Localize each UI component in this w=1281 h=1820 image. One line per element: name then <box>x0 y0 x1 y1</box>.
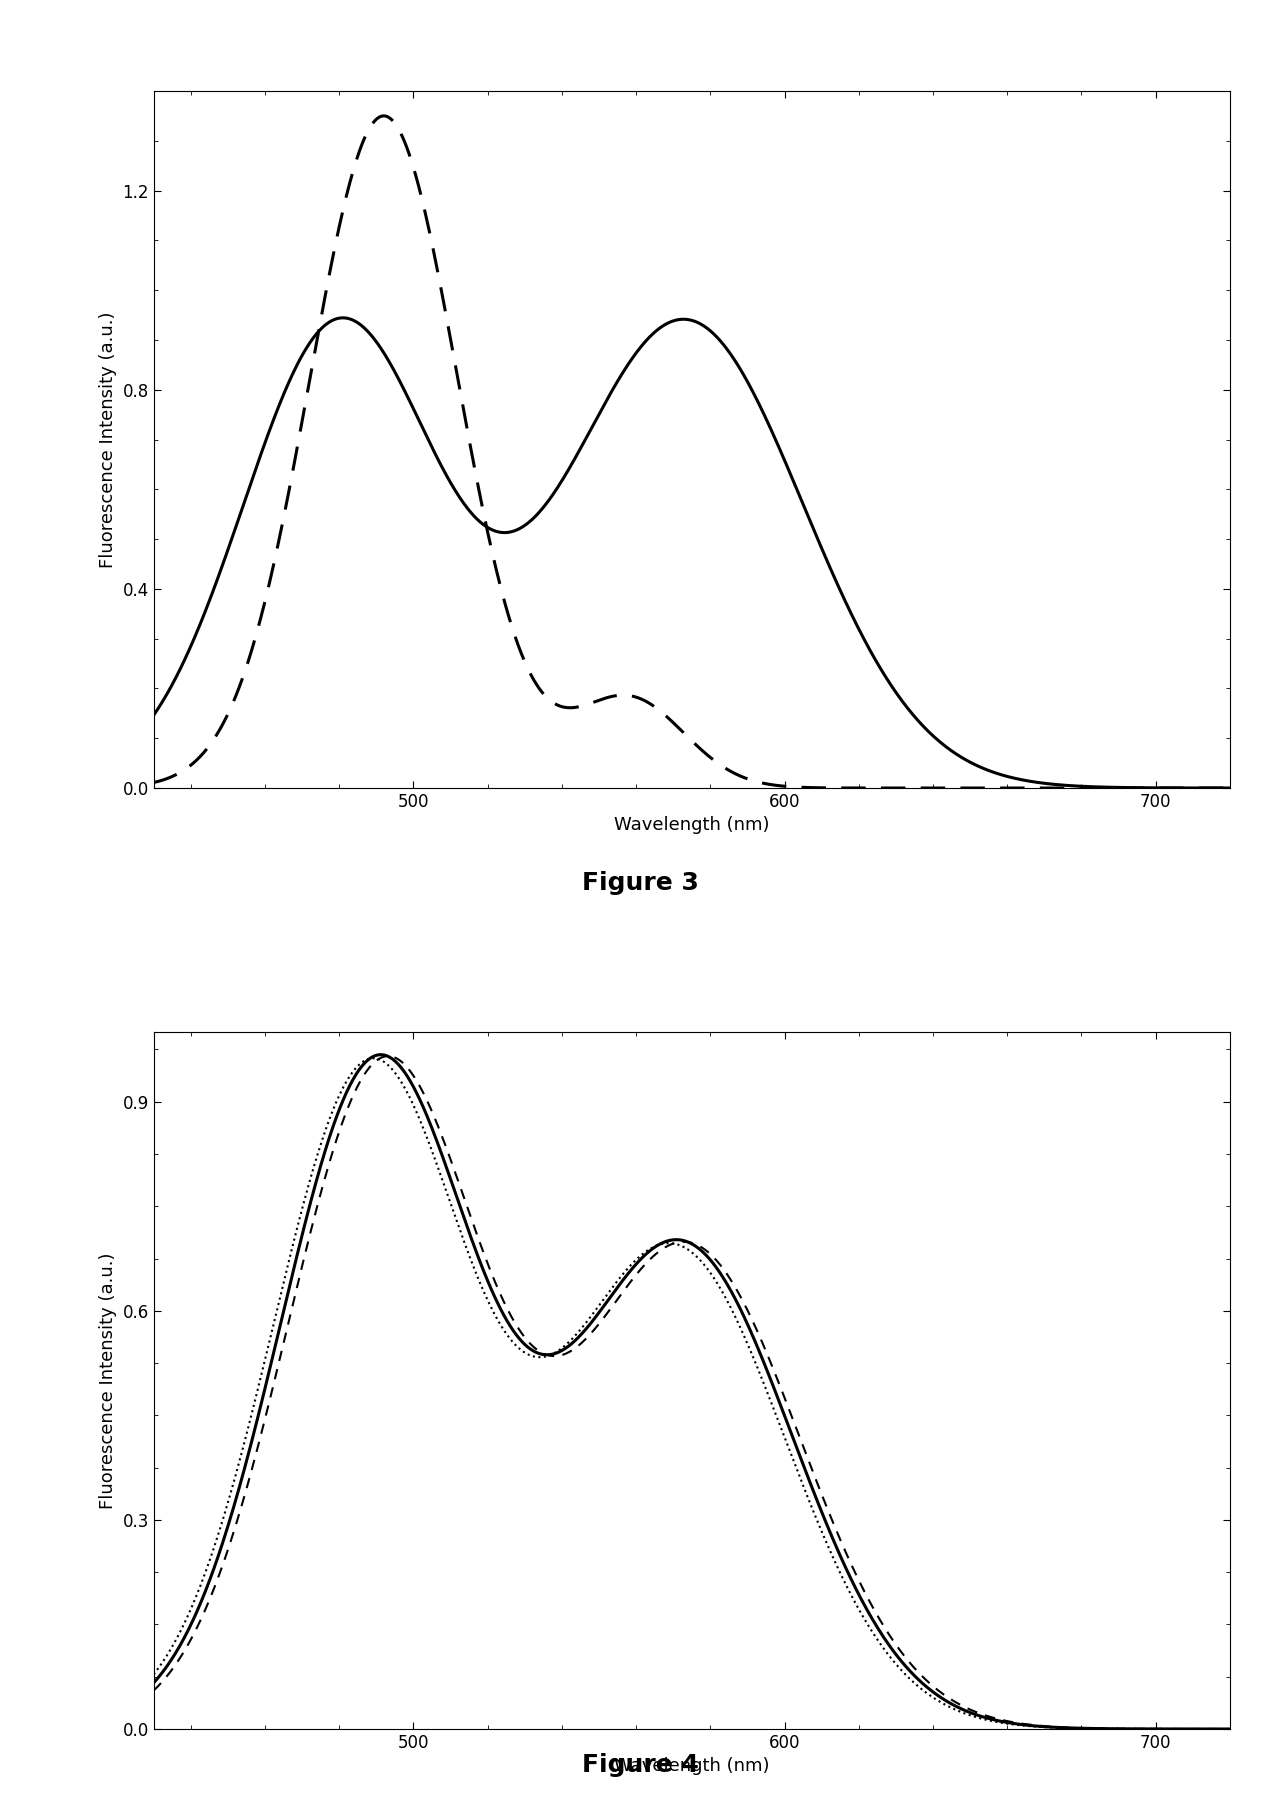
Text: Figure 4: Figure 4 <box>582 1753 699 1778</box>
X-axis label: Wavelength (nm): Wavelength (nm) <box>614 1758 770 1776</box>
X-axis label: Wavelength (nm): Wavelength (nm) <box>614 817 770 834</box>
Y-axis label: Fluorescence Intensity (a.u.): Fluorescence Intensity (a.u.) <box>99 311 117 568</box>
Text: Figure 3: Figure 3 <box>582 870 699 895</box>
Y-axis label: Fluorescence Intensity (a.u.): Fluorescence Intensity (a.u.) <box>99 1252 117 1509</box>
